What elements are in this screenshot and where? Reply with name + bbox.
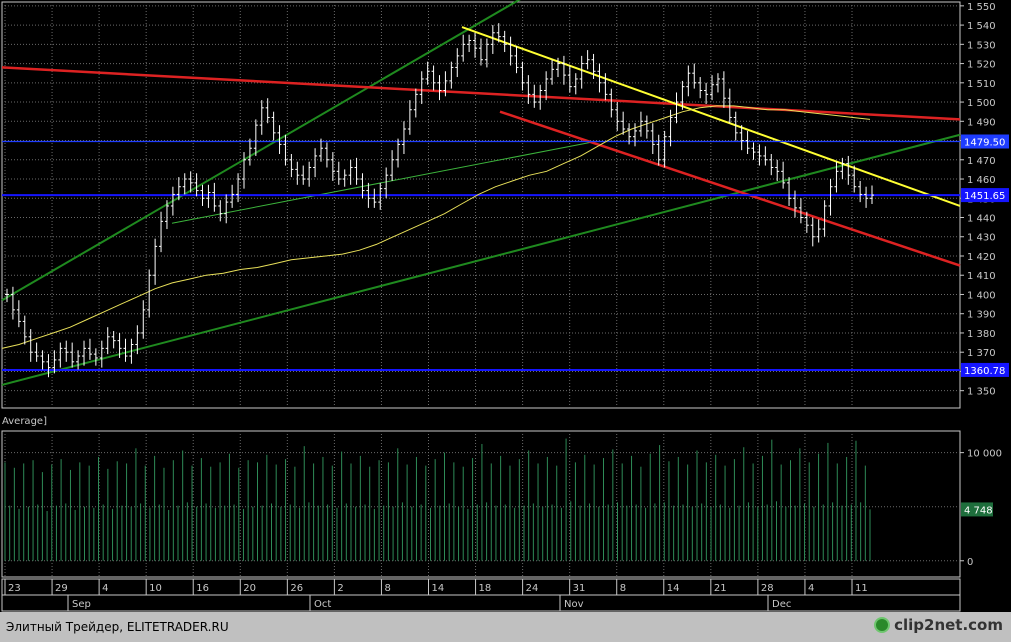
price-y-tick-label: 1 420 — [967, 252, 996, 263]
price-y-tick-label: 1 400 — [967, 290, 996, 301]
price-y-tick-label: 1 370 — [967, 348, 996, 359]
price-y-tick-label: 1 390 — [967, 310, 996, 321]
x-day-label: 2 — [337, 583, 343, 594]
x-month-label: Dec — [772, 599, 791, 610]
volume-y-axis: 10 000 0 — [960, 449, 1002, 568]
x-day-label: 20 — [243, 583, 256, 594]
clip2net-logo-text: clip2net.com — [894, 616, 1003, 634]
volume-panel-frame — [1, 430, 961, 578]
volume-current-label: 4 748 — [961, 502, 993, 517]
x-day-label: 24 — [526, 583, 539, 594]
price-y-tick-label: 1 410 — [967, 271, 996, 282]
volume-current-box — [961, 502, 993, 517]
price-grid — [1, 1, 961, 409]
level-label-box — [961, 362, 1009, 377]
price-y-tick-label: 1 520 — [967, 60, 996, 71]
volume-current-text: 4 748 — [964, 505, 993, 516]
x-month-label: Oct — [314, 599, 331, 610]
level-label-text: 1360.78 — [964, 366, 1005, 377]
x-month-label: Nov — [564, 599, 584, 610]
x-day-label: 26 — [290, 583, 303, 594]
x-day-label: 8 — [384, 583, 390, 594]
x-day-label: 4 — [102, 583, 108, 594]
clip2net-logo[interactable]: clip2net.com — [874, 616, 1003, 634]
price-trend-lines — [1, 0, 961, 386]
x-day-label: 10 — [149, 583, 162, 594]
price-y-tick-label: 1 500 — [967, 98, 996, 109]
x-day-label: 31 — [573, 583, 586, 594]
inner-channel-line — [171, 141, 591, 224]
level-label-box — [961, 134, 1009, 149]
x-day-label: 4 — [808, 583, 814, 594]
price-y-tick-label: 1 350 — [967, 387, 996, 398]
price-y-tick-label: 1 440 — [967, 214, 996, 225]
footer-text: Элитный Трейдер, ELITETRADER.RU — [6, 620, 229, 634]
price-y-tick-label: 1 470 — [967, 156, 996, 167]
price-y-tick-label: 1 510 — [967, 79, 996, 90]
price-candles — [5, 23, 874, 378]
volume-bars — [4, 438, 871, 561]
x-month-label: Sep — [72, 599, 91, 610]
level-label-box — [961, 188, 1009, 203]
x-day-label: 16 — [196, 583, 209, 594]
upper-channel-line — [1, 0, 521, 302]
price-y-tick-label: 1 540 — [967, 21, 996, 32]
level-label-text: 1451.65 — [964, 191, 1005, 202]
price-y-tick-label: 1 430 — [967, 233, 996, 244]
x-day-label: 23 — [8, 583, 21, 594]
x-day-label: 8 — [620, 583, 626, 594]
x-day-label: 28 — [761, 583, 774, 594]
x-day-label: 18 — [479, 583, 492, 594]
price-level-labels: 1479.50 1451.65 1360.78 — [961, 134, 1009, 377]
long-resistance-line — [1, 66, 961, 121]
x-day-label: 11 — [855, 583, 868, 594]
x-day-label: 14 — [667, 583, 680, 594]
volume-y-tick-label: 0 — [967, 557, 973, 568]
x-day-label: 29 — [55, 583, 68, 594]
price-y-tick-label: 1 380 — [967, 329, 996, 340]
price-y-tick-label: 1 550 — [967, 2, 996, 13]
falling-channel-upper-line — [461, 26, 961, 207]
price-y-tick-label: 1 530 — [967, 40, 996, 51]
lower-channel-line — [1, 133, 961, 386]
x-day-label: 21 — [714, 583, 727, 594]
falling-channel-lower-line — [499, 110, 961, 267]
level-label-text: 1479.50 — [964, 138, 1005, 149]
volume-y-tick-label: 10 000 — [967, 449, 1002, 460]
price-y-tick-label: 1 460 — [967, 175, 996, 186]
price-horizontal-levels — [2, 140, 960, 371]
moving-average-series — [1, 105, 871, 349]
indicator-label: Average] — [2, 416, 47, 427]
clip2net-logo-icon — [874, 617, 891, 633]
price-y-tick-label: 1 490 — [967, 117, 996, 128]
footer-bar: Элитный Трейдер, ELITETRADER.RU clip2net… — [0, 612, 1011, 642]
moving-average-line — [1, 105, 871, 349]
x-day-label: 14 — [432, 583, 445, 594]
